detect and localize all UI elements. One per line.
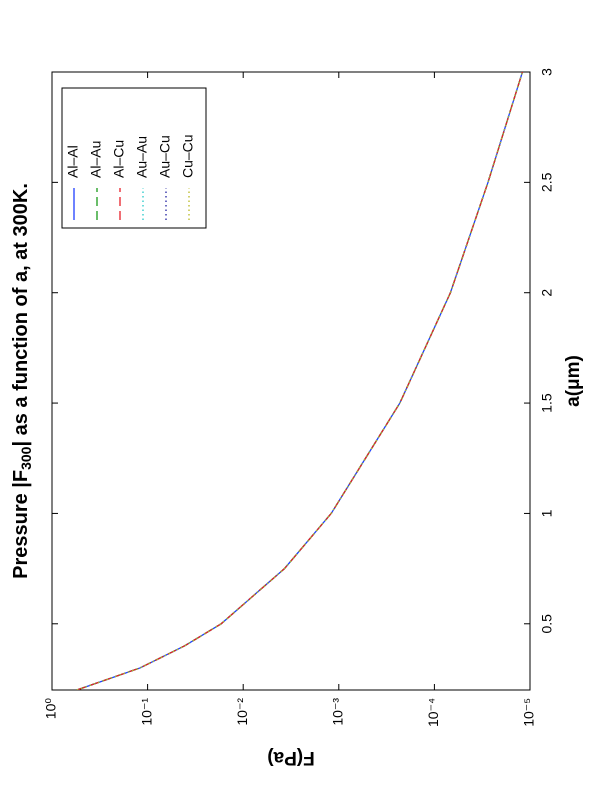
series-line xyxy=(76,72,524,690)
x-axis-label: a(μm) xyxy=(563,355,584,407)
y-tick-label: 10⁻⁴ xyxy=(425,698,441,727)
legend-label: Al–Al xyxy=(65,145,81,178)
x-tick-label: 0.5 xyxy=(539,614,555,634)
title-subscript: 300 xyxy=(18,446,34,470)
y-tick-label: 10⁻⁵ xyxy=(521,698,537,727)
title-part: Pressure |F xyxy=(10,470,32,579)
legend-label: Au–Au xyxy=(134,136,150,178)
legend-label: Al–Au xyxy=(88,141,104,178)
series-group xyxy=(76,72,524,690)
x-tick-label: 2.5 xyxy=(539,172,555,192)
chart-title: Pressure |F300| as a function of a, at 3… xyxy=(10,183,33,579)
y-tick-label: 10⁻³ xyxy=(330,698,346,726)
y-axis-label: F(Pa) xyxy=(267,747,315,768)
x-tick-label: 2 xyxy=(539,289,555,297)
rotated-plot: Pressure |F300| as a function of a, at 3… xyxy=(10,68,584,768)
plot-frame xyxy=(51,71,531,691)
title-part: | as a function of a, at 300K. xyxy=(10,183,32,446)
y-tick-label: 10⁻² xyxy=(234,698,250,726)
legend-box xyxy=(61,87,207,229)
series-line xyxy=(76,72,524,690)
y-tick-label: 10⁻¹ xyxy=(138,698,154,726)
x-tick-label: 3 xyxy=(539,68,555,76)
legend-label: Al–Cu xyxy=(111,140,127,178)
x-tick-label: 1.5 xyxy=(539,393,555,413)
legend-label: Au–Cu xyxy=(157,135,173,178)
legend-label: Cu–Cu xyxy=(180,134,196,178)
x-tick-label: 1 xyxy=(539,509,555,517)
y-tick-label: 10⁰ xyxy=(43,698,59,720)
